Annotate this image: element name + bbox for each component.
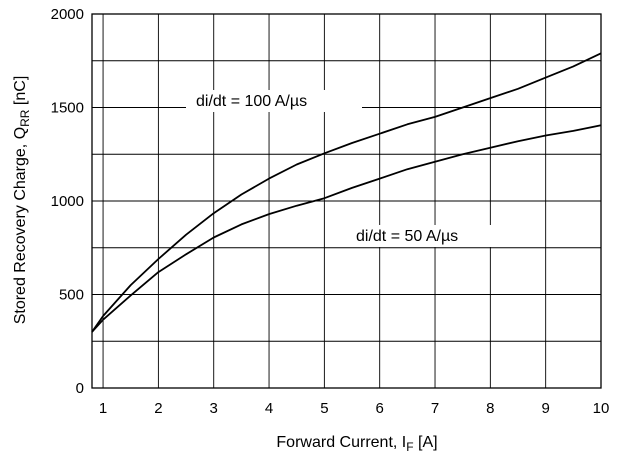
x-tick-label: 9 [542,400,550,417]
x-axis-title-unit: [A] [414,434,438,451]
annotation-50-label: di/dt = 50 A/µs [356,228,458,245]
y-tick-label: 2000 [51,6,84,23]
x-axis-title-main: Forward Current, I [276,434,406,451]
x-axis-title-sub: F [406,440,413,454]
x-tick-label: 3 [210,400,218,417]
y-tick-label: 1500 [51,100,84,117]
x-axis-title: Forward Current, IF [A] [276,434,437,454]
y-axis-title: Stored Recovery Charge, QRR [nC] [12,76,32,325]
annotation-100-label: di/dt = 100 A/µs [196,93,307,110]
grid-lines [92,13,602,389]
x-tick-label: 5 [320,400,328,417]
series-line-1 [91,52,602,333]
annotation-50: di/dt = 50 A/µs [346,225,510,247]
annotation-100: di/dt = 100 A/µs [186,90,362,112]
x-tick-label: 4 [265,400,273,417]
tick-labels: 1 2 3 4 5 6 7 8 9 10 0 500 1000 1500 2000 [51,6,610,417]
curves [91,52,602,333]
plot-frame [91,13,602,389]
y-axis-title-unit: [nC] [12,76,29,110]
y-tick-label: 0 [76,380,84,397]
x-tick-label: 10 [593,400,610,417]
x-tick-label: 6 [376,400,384,417]
y-axis-title-main: Stored Recovery Charge, Q [12,127,29,324]
x-tick-label: 8 [486,400,494,417]
series-line-2 [91,124,602,333]
x-tick-label: 2 [154,400,162,417]
y-axis-title-sub: RR [18,109,32,127]
y-tick-label: 1000 [51,193,84,210]
x-tick-label: 1 [99,400,107,417]
x-tick-label: 7 [431,400,439,417]
y-tick-label: 500 [59,287,84,304]
